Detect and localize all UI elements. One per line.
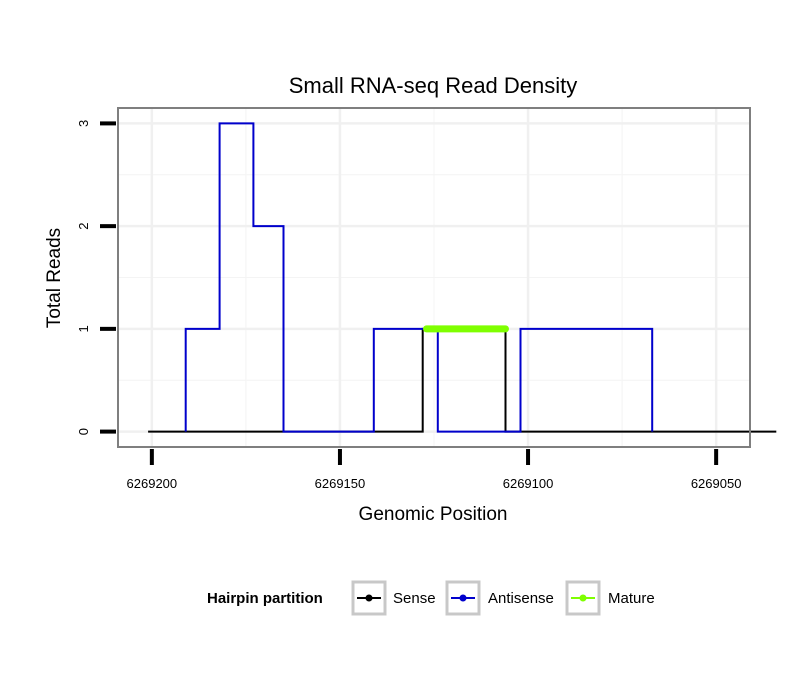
x-tick-label: 6269200 <box>127 476 178 491</box>
x-tick-label: 6269100 <box>503 476 554 491</box>
chart-title: Small RNA-seq Read Density <box>289 73 578 98</box>
x-axis: 6269200 6269150 6269100 6269050 <box>127 449 742 491</box>
legend-label: Antisense <box>488 590 554 607</box>
legend-key-point <box>365 594 373 602</box>
y-tick-label: 2 <box>76 223 91 230</box>
series-line-antisense <box>184 122 654 433</box>
x-tick-label: 6269050 <box>691 476 742 491</box>
legend-key-point <box>459 594 467 602</box>
legend-item-mature: Mature <box>565 580 655 616</box>
legend-item-antisense: Antisense <box>445 580 554 616</box>
legend-label: Mature <box>608 590 655 607</box>
plot-border <box>117 107 751 448</box>
legend-title: Hairpin partition <box>207 590 323 607</box>
legend-key-box <box>565 580 601 616</box>
y-axis-title: Total Reads <box>44 228 65 328</box>
x-axis-title: Genomic Position <box>359 504 508 525</box>
data-lines <box>148 122 777 433</box>
y-tick-label: 0 <box>76 428 91 435</box>
legend: Hairpin partition Sense Antisense Mature <box>207 580 655 616</box>
legend-item-sense: Sense <box>351 580 436 616</box>
y-tick-label: 1 <box>76 325 91 332</box>
y-axis: 0 1 2 3 <box>76 120 116 435</box>
x-tick-label: 6269150 <box>315 476 366 491</box>
legend-label: Sense <box>393 590 436 607</box>
legend-key-point <box>579 594 587 602</box>
y-tick-label: 3 <box>76 120 91 127</box>
